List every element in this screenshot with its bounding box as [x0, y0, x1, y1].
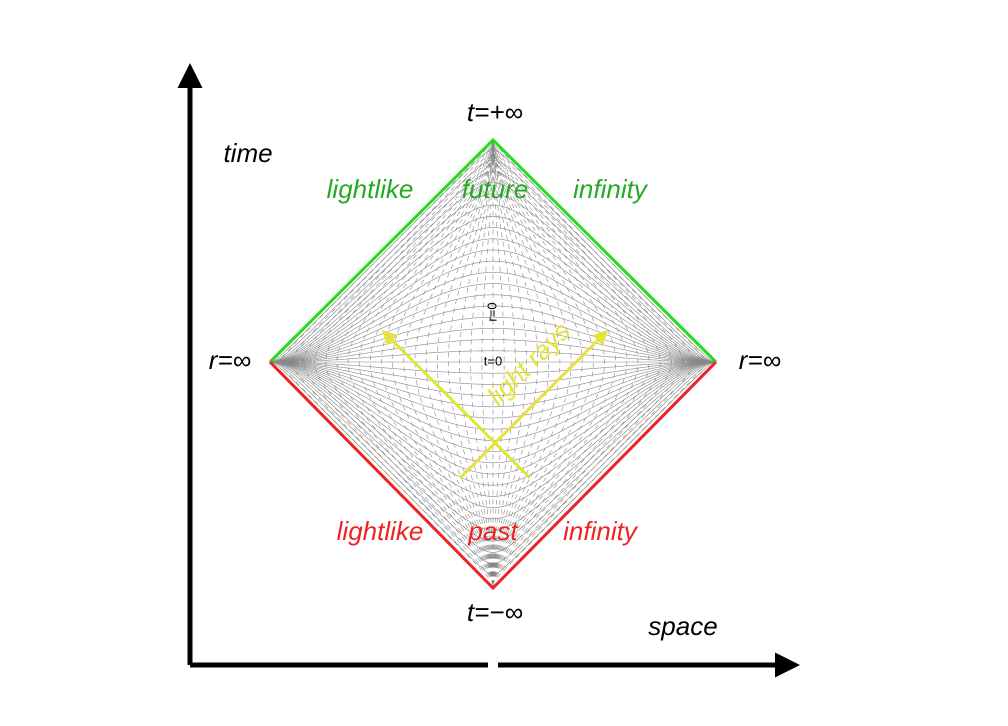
constant-r-curve — [492, 138, 605, 586]
bottom-label: t=−∞ — [467, 597, 523, 627]
constant-t-curve — [270, 316, 716, 363]
time-label: time — [223, 138, 272, 168]
constant-t-curve — [270, 361, 716, 408]
past-label: lightlike — [337, 516, 424, 546]
constant-r-curve — [492, 138, 594, 586]
constant-t-curve — [270, 227, 716, 363]
constant-r-curve — [492, 138, 527, 586]
constant-r-curve — [492, 138, 561, 586]
space-label: space — [648, 611, 717, 641]
constant-t-curve — [270, 272, 716, 363]
constant-r-curve — [325, 138, 494, 586]
constant-t-curve — [270, 204, 716, 363]
future-boundary — [268, 137, 718, 364]
constant-t-curve — [270, 249, 716, 363]
constant-t-curve — [270, 148, 716, 363]
constant-t-curve — [270, 339, 716, 363]
constant-r-curve — [291, 138, 494, 586]
constant-t-curve — [270, 260, 716, 363]
constant-r-curve — [492, 138, 706, 586]
constant-t-curve — [270, 171, 716, 363]
constant-t-curve — [270, 238, 716, 363]
light-ray — [381, 329, 532, 480]
constant-r-curve — [492, 138, 661, 586]
constant-t-curve — [270, 294, 716, 363]
future-label: lightlike — [327, 174, 414, 204]
constant-t-curve — [270, 283, 716, 363]
past-label: past — [467, 516, 519, 546]
constant-r-curve — [492, 138, 683, 586]
right-label: r=∞ — [739, 345, 781, 375]
constant-r-curve — [414, 138, 494, 586]
constant-t-curve — [270, 361, 716, 419]
t0-label: t=0 — [484, 353, 502, 368]
light-ray — [458, 329, 609, 480]
constant-r-curve — [492, 138, 672, 586]
constant-r-curve — [492, 138, 516, 586]
constant-t-curve — [270, 216, 716, 363]
constant-r-curve — [492, 138, 695, 586]
constant-t-curve — [270, 361, 716, 553]
constant-t-curve — [270, 361, 716, 497]
constant-r-curve — [492, 138, 583, 586]
constant-t-curve — [270, 182, 716, 363]
future-label: future — [462, 174, 529, 204]
constant-t-curve — [270, 361, 716, 542]
constant-t-curve — [270, 361, 716, 464]
constant-r-curve — [392, 138, 494, 586]
constant-t-curve — [270, 160, 716, 363]
constant-r-curve — [492, 138, 628, 586]
constant-t-curve — [270, 350, 716, 363]
constant-t-curve — [270, 361, 716, 452]
constant-r-curve — [481, 138, 494, 586]
constant-t-curve — [270, 361, 716, 374]
past-label: infinity — [563, 516, 639, 546]
constant-r-curve — [492, 138, 572, 586]
past-boundary — [268, 360, 718, 591]
constant-t-curve — [270, 193, 716, 363]
constant-t-curve — [270, 361, 716, 508]
future-label: infinity — [573, 174, 649, 204]
constant-r-curve — [492, 138, 639, 586]
constant-r-curve — [492, 138, 505, 586]
constant-r-curve — [336, 138, 494, 586]
top-label: t=+∞ — [467, 97, 523, 127]
coordinate-grid — [270, 138, 716, 586]
constant-r-curve — [492, 138, 538, 586]
constant-r-curve — [492, 138, 650, 586]
constant-t-curve — [270, 328, 716, 363]
left-label: r=∞ — [209, 345, 251, 375]
constant-t-curve — [270, 305, 716, 363]
r0-label: r=0 — [484, 302, 499, 321]
